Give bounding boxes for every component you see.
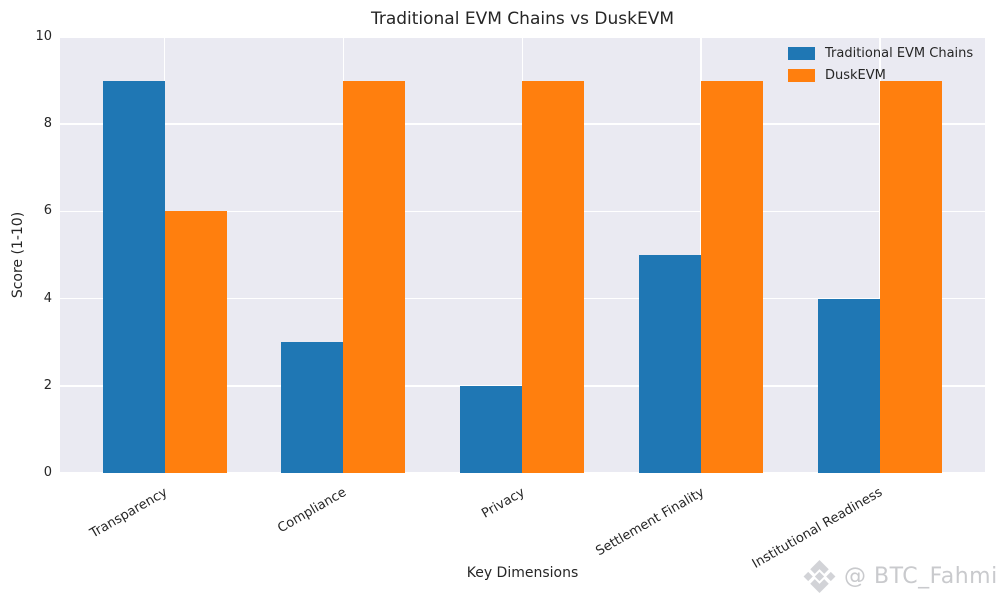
y-tick-label-4: 4 [43,290,52,306]
binance-diamond-icon [803,560,836,593]
bar-traditional-evm-chains-compliance [281,342,344,473]
gridline-h-0 [60,472,985,474]
legend-item: DuskEVM [788,68,973,83]
watermark: @ BTC_Fahmi [801,558,998,595]
bar-duskevm-institutional-readiness [880,80,942,473]
bar-traditional-evm-chains-transparency [102,80,165,473]
x-axis-label: Key Dimensions [466,565,579,581]
bar-traditional-evm-chains-settlement-finality [639,255,702,473]
bar-duskevm-privacy [522,80,585,473]
y-tick-label-6: 6 [43,203,52,219]
legend-swatch-icon [788,69,815,82]
bar-duskevm-settlement-finality [701,80,764,473]
y-tick-label-2: 2 [43,377,52,393]
watermark-text: @ BTC_Fahmi [844,564,998,589]
bar-traditional-evm-chains-institutional-readiness [818,298,880,473]
bar-duskevm-transparency [164,211,227,473]
legend-label: DuskEVM [825,68,886,83]
plot-area [60,36,985,474]
bar-duskevm-compliance [343,80,406,473]
y-tick-label-0: 0 [43,465,52,480]
legend-swatch-icon [788,47,815,60]
y-tick-label-10: 10 [35,29,52,44]
legend: Traditional EVM Chains DuskEVM [788,46,973,90]
y-axis-label: Score (1-10) [10,211,26,299]
legend-label: Traditional EVM Chains [825,46,974,61]
legend-item: Traditional EVM Chains [788,46,973,61]
chart-title: Traditional EVM Chains vs DuskEVM [370,9,675,29]
y-tick-label-8: 8 [43,116,52,132]
bar-traditional-evm-chains-privacy [460,385,523,473]
